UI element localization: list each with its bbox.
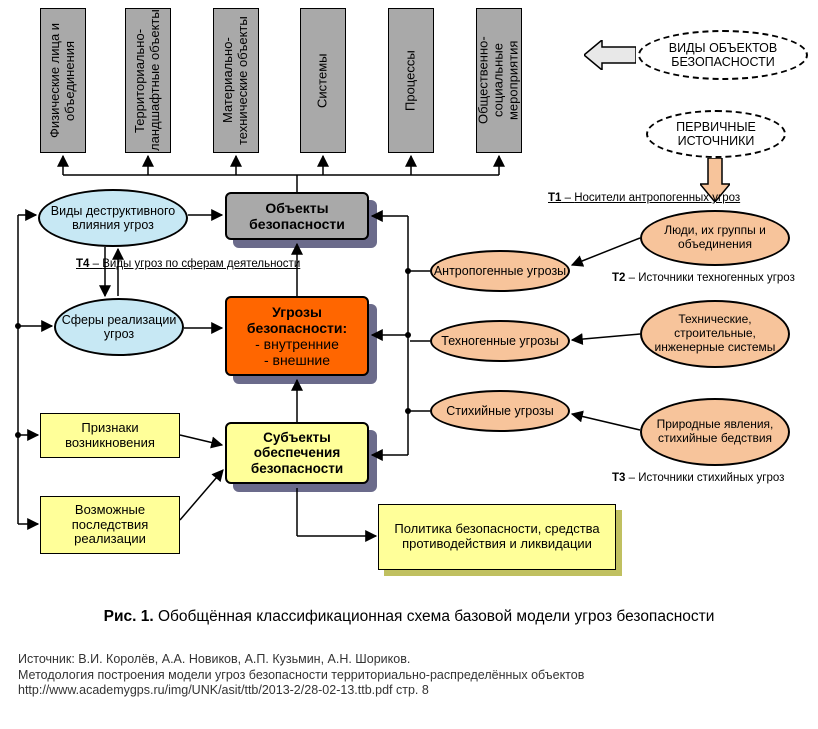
box-conseq: Возможные последствия реализации (40, 496, 180, 554)
threats-l2: - внешние (264, 352, 330, 368)
top-cat-1: Территориально-ландшафтные объекты (125, 8, 171, 153)
dash-types: ВИДЫ ОБЪЕКТОВ БЕЗОПАСНОСТИ (638, 30, 808, 80)
ell-destr: Виды деструктивного влияния угроз (38, 189, 188, 247)
ell-people: Люди, их группы и объединения (640, 210, 790, 266)
threats-title: Угрозы безопасности: (227, 304, 367, 336)
ell-tech-systems: Технические, строительные, инженерные си… (640, 300, 790, 368)
top-cat-4: Процессы (388, 8, 434, 153)
ell-natural: Стихийные угрозы (430, 390, 570, 432)
t1-label: T1 – Носители антропогенных угроз (548, 192, 740, 205)
src-2: Методология построения модели угроз безо… (18, 668, 584, 684)
t2-label: T2 – Источники техногенных угроз (612, 272, 795, 285)
threats-l1: - внутренние (255, 336, 339, 352)
ell-techno: Техногенные угрозы (430, 320, 570, 362)
arrow-left-big (584, 40, 636, 70)
src-3: http://www.academygps.ru/img/UNK/asit/tt… (18, 683, 584, 699)
t3-label: T3 – Источники стихийных угроз (612, 472, 784, 485)
diagram-canvas: Физические лица и объединения Территориа… (0, 0, 818, 729)
src-1: Источник: В.И. Королёв, А.А. Новиков, А.… (18, 652, 584, 668)
box-signs: Признаки возникновения (40, 413, 180, 458)
top-cat-2: Материально-технические объекты (213, 8, 259, 153)
t2-text: Источники техногенных угроз (638, 272, 795, 284)
t4-label: T4 – Виды угроз по сферам деятельности (76, 258, 300, 271)
top-cat-5: Общественно-социальные мероприятия (476, 8, 522, 153)
top-cat-0: Физические лица и объединения (40, 8, 86, 153)
caption: Рис. 1. Обобщённая классификационная схе… (0, 608, 818, 626)
objects-box: Объекты безопасности (225, 192, 369, 240)
top-cat-3: Системы (300, 8, 346, 153)
caption-text: Обобщённая классификационная схема базов… (158, 608, 714, 625)
box-policy: Политика безопасности, средства противод… (378, 504, 616, 570)
ell-nature: Природные явления, стихийные бедствия (640, 398, 790, 466)
t3-text: Источники стихийных угроз (638, 472, 784, 484)
caption-prefix: Рис. 1. (104, 608, 154, 625)
t4-text: Виды угроз по сферам деятельности (102, 258, 300, 270)
dash-sources: ПЕРВИЧНЫЕ ИСТОЧНИКИ (646, 110, 786, 158)
source-block: Источник: В.И. Королёв, А.А. Новиков, А.… (18, 652, 584, 699)
ell-spheres: Сферы реализации угроз (54, 298, 184, 356)
subjects-box: Субъекты обеспечения безопасности (225, 422, 369, 484)
ell-anthro: Антропогенные угрозы (430, 250, 570, 292)
threats-box: Угрозы безопасности: - внутренние - внеш… (225, 296, 369, 376)
t1-text: Носители антропогенных угроз (574, 192, 740, 204)
